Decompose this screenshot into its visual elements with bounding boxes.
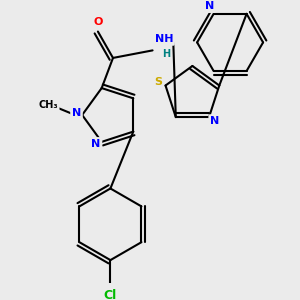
Text: H: H [162,49,170,59]
Text: N: N [72,108,81,118]
Text: N: N [210,116,219,126]
Text: S: S [154,77,162,87]
Text: O: O [93,17,103,27]
Text: NH: NH [154,34,173,44]
Text: N: N [205,1,214,11]
Text: CH₃: CH₃ [38,100,58,110]
Text: Cl: Cl [104,290,117,300]
Text: N: N [92,139,101,149]
